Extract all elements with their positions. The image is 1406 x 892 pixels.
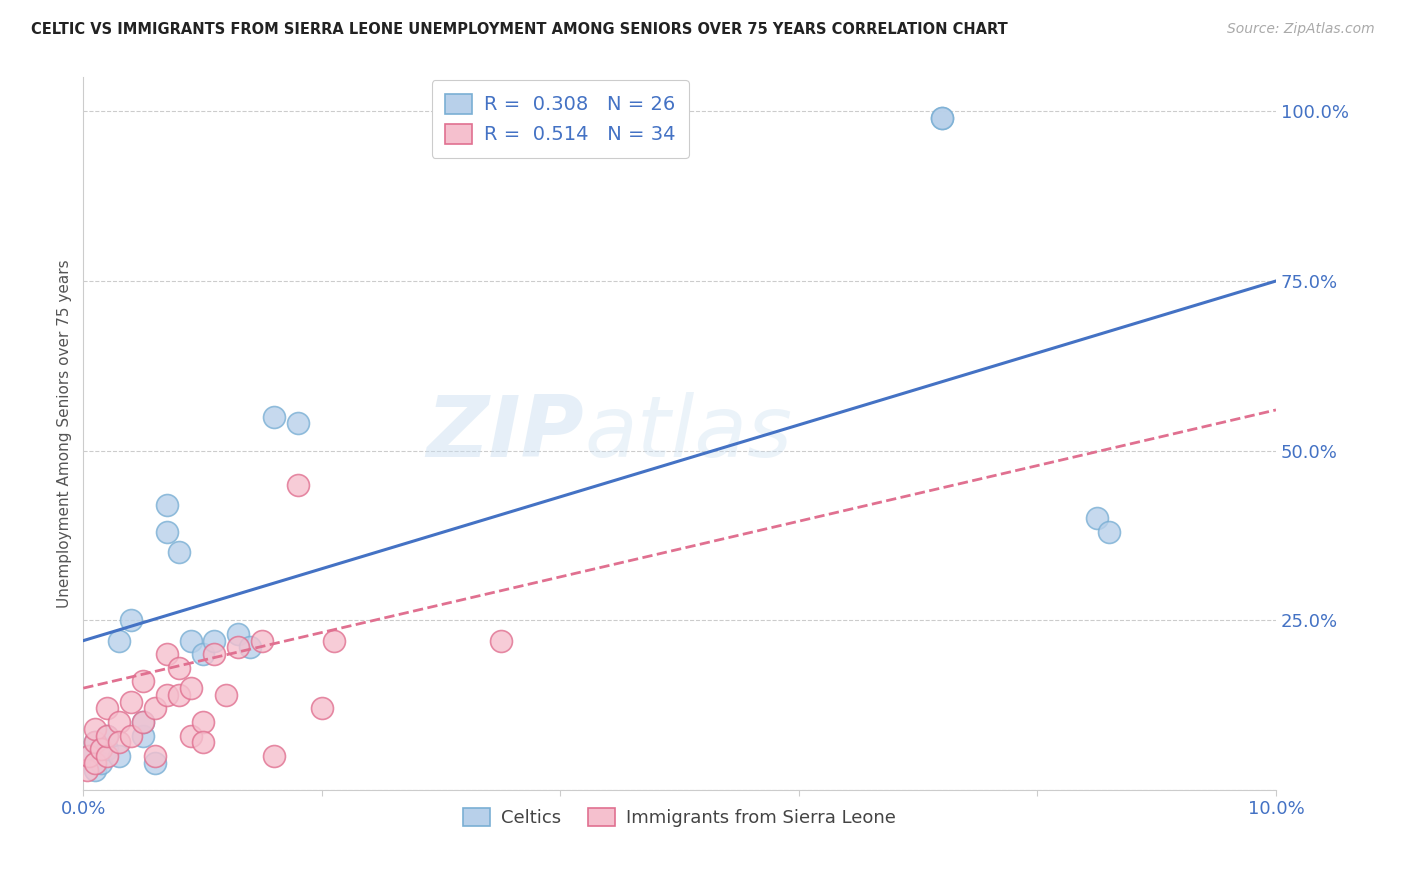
Point: [132, 674, 155, 689]
Point: [132, 714, 155, 729]
Point: [96, 742, 118, 756]
Point: [108, 735, 131, 749]
Point: [322, 633, 344, 648]
Point: [931, 111, 953, 125]
Y-axis label: Unemployment Among Seniors over 75 years: Unemployment Among Seniors over 75 years: [58, 260, 72, 608]
Point: [84, 763, 107, 777]
Point: [191, 714, 214, 729]
Point: [167, 688, 190, 702]
Point: [143, 756, 166, 770]
Point: [228, 640, 250, 655]
Point: [84, 756, 107, 770]
Point: [180, 681, 202, 695]
Point: [76, 763, 98, 777]
Point: [287, 417, 309, 431]
Point: [228, 627, 250, 641]
Point: [156, 647, 179, 661]
Text: ZIP: ZIP: [426, 392, 585, 475]
Point: [143, 749, 166, 764]
Point: [96, 729, 118, 743]
Point: [90, 756, 112, 770]
Point: [1098, 524, 1121, 539]
Point: [120, 613, 142, 627]
Point: [96, 749, 118, 764]
Point: [120, 695, 142, 709]
Point: [263, 749, 285, 764]
Point: [167, 545, 190, 559]
Point: [239, 640, 262, 655]
Point: [96, 701, 118, 715]
Text: CELTIC VS IMMIGRANTS FROM SIERRA LEONE UNEMPLOYMENT AMONG SENIORS OVER 75 YEARS : CELTIC VS IMMIGRANTS FROM SIERRA LEONE U…: [31, 22, 1008, 37]
Point: [156, 498, 179, 512]
Point: [250, 633, 273, 648]
Point: [132, 729, 155, 743]
Point: [156, 688, 179, 702]
Point: [1085, 511, 1108, 525]
Point: [77, 749, 100, 764]
Point: [311, 701, 333, 715]
Point: [120, 729, 142, 743]
Point: [204, 647, 226, 661]
Point: [489, 633, 512, 648]
Point: [108, 714, 131, 729]
Point: [84, 735, 107, 749]
Point: [108, 749, 131, 764]
Legend: Celtics, Immigrants from Sierra Leone: Celtics, Immigrants from Sierra Leone: [456, 800, 903, 834]
Point: [84, 735, 107, 749]
Point: [156, 524, 179, 539]
Point: [931, 111, 953, 125]
Point: [90, 742, 112, 756]
Point: [215, 688, 238, 702]
Point: [180, 729, 202, 743]
Point: [132, 714, 155, 729]
Text: atlas: atlas: [585, 392, 792, 475]
Point: [96, 729, 118, 743]
Point: [84, 722, 107, 736]
Point: [204, 633, 226, 648]
Point: [167, 661, 190, 675]
Point: [143, 701, 166, 715]
Point: [191, 647, 214, 661]
Point: [191, 735, 214, 749]
Point: [108, 633, 131, 648]
Point: [263, 409, 285, 424]
Point: [180, 633, 202, 648]
Point: [287, 477, 309, 491]
Text: Source: ZipAtlas.com: Source: ZipAtlas.com: [1227, 22, 1375, 37]
Point: [77, 749, 100, 764]
